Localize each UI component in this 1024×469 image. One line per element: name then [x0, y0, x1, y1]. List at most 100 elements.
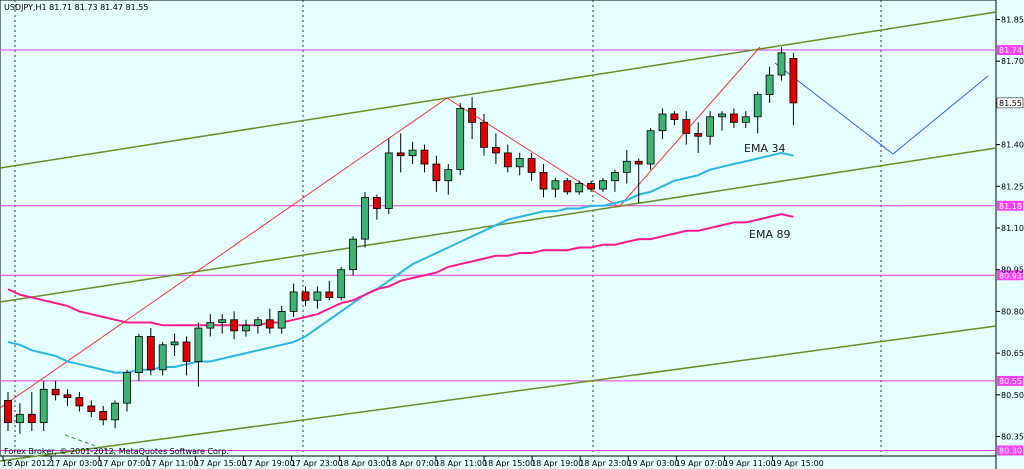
candle[interactable]: [420, 144, 429, 173]
bull-candle-body: [289, 291, 298, 312]
candle[interactable]: [182, 336, 191, 376]
candle[interactable]: [563, 177, 572, 195]
candle[interactable]: [289, 283, 298, 317]
candle[interactable]: [718, 111, 726, 131]
candle[interactable]: [75, 392, 84, 412]
candle[interactable]: [39, 380, 48, 431]
candle[interactable]: [63, 389, 72, 406]
bear-candle-body: [265, 319, 274, 329]
current-price-tag: [996, 97, 1024, 109]
candle[interactable]: [634, 158, 643, 203]
time-tick-label: 18 Apr 03:00: [339, 459, 391, 468]
candle[interactable]: [444, 164, 453, 195]
candle[interactable]: [361, 191, 369, 248]
time-tick-label: 18 Apr 11:00: [435, 459, 487, 468]
price-axis: 81.85 81.70 81.55 81.40 81.25 81.10 80.95 80.80…: [996, 15, 1024, 442]
candle[interactable]: [337, 266, 346, 301]
bull-candle-body: [622, 160, 631, 173]
price-tick-label: 80.95: [1001, 266, 1024, 275]
candle[interactable]: [158, 342, 167, 376]
candle[interactable]: [230, 311, 239, 340]
candle[interactable]: [349, 236, 358, 276]
bear-candle-body: [694, 133, 703, 137]
candle[interactable]: [587, 180, 595, 192]
candle[interactable]: [325, 280, 334, 301]
candle[interactable]: [646, 127, 655, 170]
candle[interactable]: [123, 369, 131, 412]
candle[interactable]: [456, 102, 465, 176]
candle[interactable]: [384, 139, 393, 215]
time-tick-label: 17 Apr 03:00: [50, 459, 102, 468]
time-tick-label: 18 Apr 19:00: [531, 459, 583, 468]
candle[interactable]: [694, 122, 703, 153]
candle[interactable]: [253, 316, 262, 334]
candle[interactable]: [218, 314, 227, 334]
candle[interactable]: [622, 150, 631, 184]
candle[interactable]: [599, 177, 607, 192]
candle[interactable]: [765, 66, 774, 103]
bear-candle-body: [63, 394, 72, 399]
candle[interactable]: [539, 164, 548, 198]
candle[interactable]: [372, 194, 381, 220]
bull-candle-body: [515, 158, 524, 168]
bull-candle-body: [337, 269, 346, 298]
candle[interactable]: [4, 392, 12, 431]
candle[interactable]: [706, 111, 714, 145]
candle[interactable]: [527, 152, 536, 181]
candle[interactable]: [146, 328, 155, 376]
candle[interactable]: [15, 403, 24, 434]
candle[interactable]: [408, 141, 417, 165]
candle[interactable]: [611, 169, 619, 192]
candle[interactable]: [206, 314, 215, 337]
bull-candle-body: [111, 402, 119, 421]
candle[interactable]: [468, 97, 477, 140]
bear-candle-body: [634, 160, 643, 165]
candle[interactable]: [480, 114, 488, 156]
bear-candle-body: [146, 336, 155, 371]
bull-candle-body: [599, 180, 607, 190]
candle[interactable]: [111, 400, 119, 429]
candle[interactable]: [194, 322, 203, 387]
price-tick-label: 80.80: [1001, 307, 1024, 316]
candle[interactable]: [396, 133, 405, 173]
candle[interactable]: [27, 392, 36, 431]
channel-line[interactable]: [0, 325, 997, 462]
candle[interactable]: [551, 177, 560, 198]
candle[interactable]: [265, 308, 274, 334]
bull-candle-body: [646, 130, 655, 165]
candle[interactable]: [515, 152, 524, 176]
candle[interactable]: [789, 52, 798, 126]
candle[interactable]: [277, 305, 286, 334]
candle[interactable]: [242, 319, 250, 337]
time-tick-label: 18 Apr 15:00: [483, 459, 535, 468]
candle[interactable]: [730, 108, 738, 128]
candle[interactable]: [575, 180, 584, 195]
candle[interactable]: [432, 155, 441, 192]
candle[interactable]: [682, 111, 691, 145]
candle[interactable]: [87, 400, 96, 418]
bear-candle-body: [51, 388, 60, 396]
candle[interactable]: [134, 333, 143, 381]
candle[interactable]: [753, 91, 762, 134]
bull-candle-body: [39, 388, 48, 424]
candle[interactable]: [777, 47, 786, 81]
candle[interactable]: [741, 111, 750, 128]
bear-candle-body: [87, 405, 96, 412]
candle[interactable]: [491, 133, 500, 165]
channel-line[interactable]: [0, 11, 997, 169]
candle[interactable]: [170, 333, 179, 356]
current-price-label: 81.55: [999, 99, 1022, 108]
candle[interactable]: [313, 286, 322, 309]
candle[interactable]: [51, 380, 60, 401]
candle[interactable]: [99, 405, 108, 426]
candle[interactable]: [503, 144, 512, 173]
candle[interactable]: [658, 108, 667, 140]
candle[interactable]: [670, 111, 679, 126]
time-tick-label: 19 Apr 11:00: [724, 459, 776, 468]
price-tick-label: 81.10: [1001, 224, 1024, 233]
candle[interactable]: [301, 286, 310, 306]
bull-candle-body: [777, 52, 786, 76]
time-tick-label: 18 Apr 23:00: [579, 459, 631, 468]
